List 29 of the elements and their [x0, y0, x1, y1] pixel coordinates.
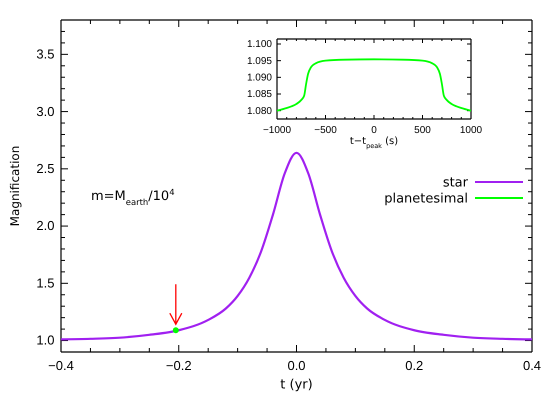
x-tick-label: 500: [414, 125, 432, 136]
x-tick-label: 0: [371, 125, 378, 136]
x-tick-label: −500: [314, 125, 338, 136]
y-tick-label: 1.0: [36, 332, 54, 348]
x-tick-label: −0.2: [166, 358, 192, 374]
y-tick-label: 1.095: [246, 56, 272, 67]
x-tick-label: −1000: [262, 125, 292, 136]
x-tick-label: −0.4: [48, 358, 74, 374]
x-tick-label: 1000: [460, 125, 483, 136]
line-series: [277, 58, 471, 112]
legend-label: planetesimal: [384, 192, 468, 207]
y-tick-label: 1.085: [246, 89, 272, 100]
y-tick-label: 2.0: [36, 218, 54, 234]
y-tick-label: 3.0: [36, 104, 54, 119]
x-tick-label: 0.4: [522, 358, 542, 374]
y-tick-label: 1.5: [36, 275, 54, 290]
y-tick-label: 1.100: [246, 39, 272, 50]
x-axis-title: t (yr): [280, 377, 313, 392]
y-tick-label: 1.080: [246, 106, 272, 117]
y-axis-title: Magnification: [8, 146, 22, 226]
y-tick-label: 2.5: [36, 160, 54, 176]
x-tick-label: 0.0: [287, 358, 306, 374]
x-axis-title: t−t$_{peak}$ (s): [350, 136, 398, 150]
annotation: m=M$_{earth}$/10$^{4}$: [91, 187, 175, 207]
y-tick-label: 1.090: [246, 72, 272, 84]
y-tick-label: 3.5: [36, 46, 54, 62]
x-tick-label: 0.2: [405, 358, 424, 374]
line-series: [61, 152, 532, 341]
legend-label: star: [442, 176, 469, 191]
